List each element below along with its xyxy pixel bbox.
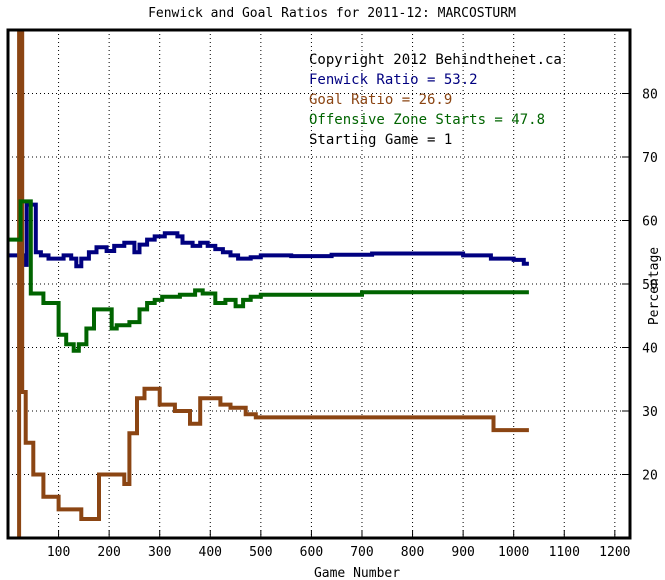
- x-tick-label: 200: [97, 545, 120, 560]
- series-line-2: [8, 199, 529, 353]
- annotation-0: Copyright 2012 Behindthenet.ca: [309, 52, 562, 68]
- x-tick-label: 700: [350, 545, 373, 560]
- x-tick-label: 1100: [549, 545, 580, 560]
- y-axis-label: Percentage: [647, 247, 662, 325]
- x-tick-label: 1200: [599, 545, 630, 560]
- annotation-3: Offensive Zone Starts = 47.8: [309, 112, 545, 128]
- series-line-1: [17, 30, 529, 538]
- series-lines: [8, 30, 529, 538]
- series-line-0: [8, 202, 529, 269]
- x-tick-label: 500: [249, 545, 272, 560]
- x-tick-label: 100: [47, 545, 70, 560]
- x-tick-label: 400: [199, 545, 222, 560]
- x-tick-label: 300: [148, 545, 171, 560]
- y-tick-label: 40: [642, 342, 658, 357]
- annotation-4: Starting Game = 1: [309, 132, 452, 148]
- x-tick-label: 800: [401, 545, 424, 560]
- chart-title: Fenwick and Goal Ratios for 2011-12: MAR…: [148, 6, 516, 21]
- x-tick-label: 600: [300, 545, 323, 560]
- grid: [8, 30, 630, 538]
- y-tick-label: 20: [642, 469, 658, 484]
- annotations: Copyright 2012 Behindthenet.ca Fenwick Ra…: [309, 52, 562, 148]
- y-tick-label: 70: [642, 151, 658, 166]
- annotation-1: Fenwick Ratio = 53.2: [309, 72, 478, 88]
- x-ticks: 100 200 300 400 500 600 700 800 900 1000 1100 1200: [47, 530, 630, 560]
- x-tick-label: 900: [451, 545, 474, 560]
- y-tick-label: 30: [642, 405, 658, 420]
- y-tick-label: 80: [642, 88, 658, 103]
- y-ticks: 20 30 40 50 60 70 80: [622, 88, 658, 484]
- y-tick-label: 60: [642, 215, 658, 230]
- annotation-2: Goal Ratio = 26.9: [309, 92, 452, 108]
- x-axis-label: Game Number: [314, 566, 400, 580]
- y-tick-label: 50: [642, 278, 658, 293]
- x-tick-label: 1000: [498, 545, 529, 560]
